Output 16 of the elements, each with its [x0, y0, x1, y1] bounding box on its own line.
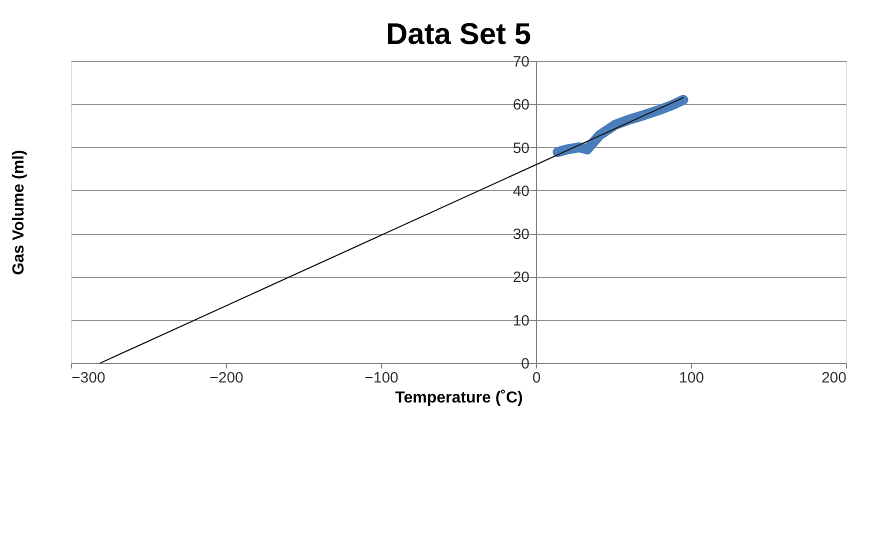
- y-tick-label: 40: [512, 182, 530, 200]
- x-tick-label: 200: [821, 370, 846, 386]
- y-tick-label: 20: [512, 269, 530, 286]
- x-axis-title: Temperature (˚C): [395, 390, 523, 406]
- x-tick-label: −200: [210, 370, 244, 386]
- y-tick-label: 50: [512, 140, 530, 157]
- x-tick-label: 100: [678, 370, 704, 386]
- x-tick-label: −300: [72, 370, 106, 386]
- x-tick-label: −100: [364, 370, 398, 386]
- y-tick-label: 10: [512, 312, 530, 330]
- y-tick-label: 30: [512, 226, 530, 244]
- y-tick-label: 60: [512, 96, 530, 114]
- x-tick-label: 0: [532, 370, 541, 386]
- y-axis-title: Gas Volume (ml): [10, 150, 28, 276]
- y-tick-label: 70: [512, 54, 530, 70]
- chart-title: Data Set 5: [386, 18, 532, 51]
